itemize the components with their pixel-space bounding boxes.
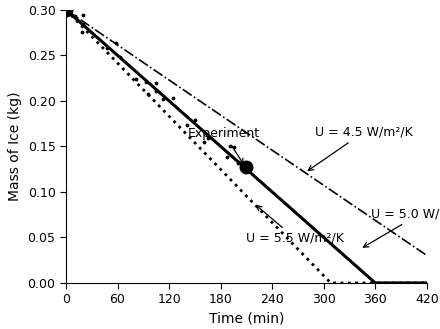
Text: Experiment: Experiment [188, 127, 260, 164]
X-axis label: Time (min): Time (min) [209, 312, 284, 326]
Text: U = 5.0 W/m²/K: U = 5.0 W/m²/K [363, 207, 440, 247]
Text: U = 4.5 W/m²/K: U = 4.5 W/m²/K [308, 125, 413, 170]
Text: U = 5.5 W/m²/K: U = 5.5 W/m²/K [246, 206, 344, 245]
Y-axis label: Mass of Ice (kg): Mass of Ice (kg) [8, 92, 22, 201]
